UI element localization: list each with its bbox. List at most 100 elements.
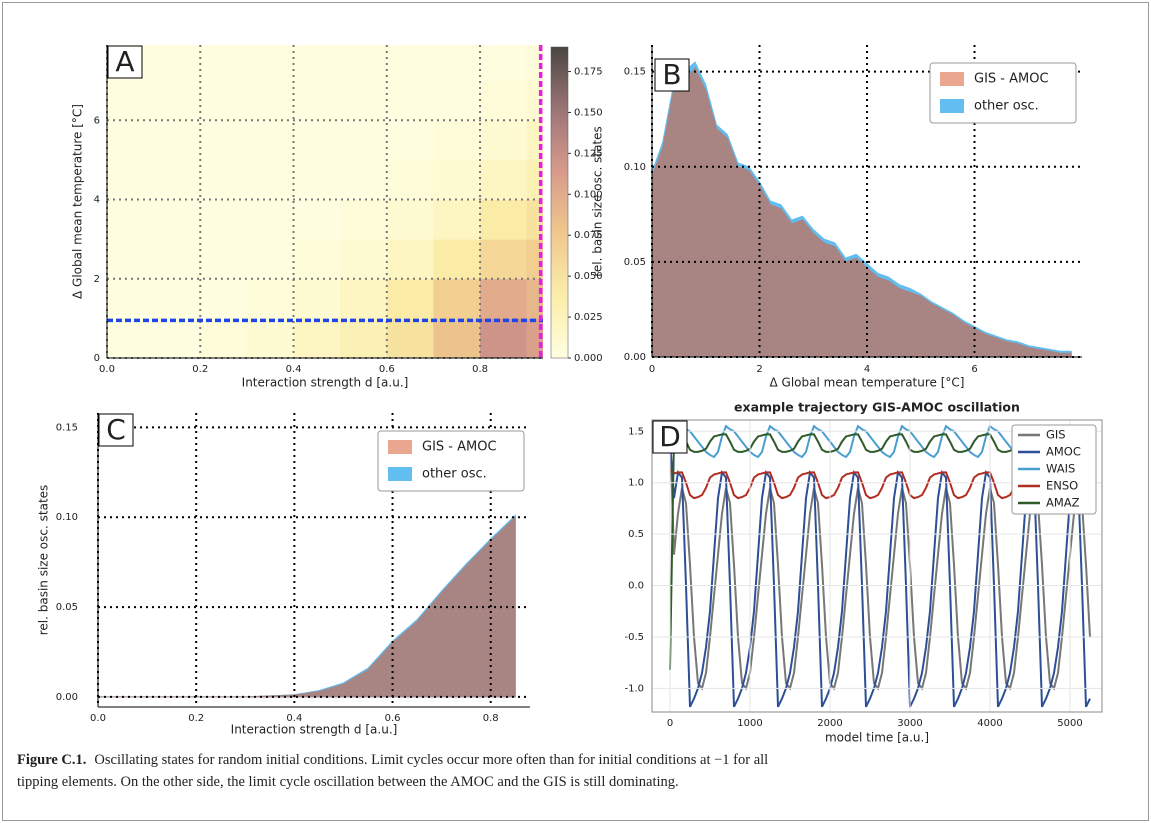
- x-tick-label: 0.0: [99, 364, 115, 375]
- y-tick-label: 2: [94, 274, 100, 285]
- heatmap-cell: [246, 159, 295, 201]
- panel-label-box: [107, 45, 143, 79]
- heatmap-cell: [340, 318, 388, 358]
- colorbar-tick-label: 0.000: [574, 353, 603, 364]
- legend-box: [377, 430, 525, 492]
- heatmap-cell: [293, 120, 341, 161]
- line: [669, 441, 1091, 708]
- colorbar-label: rel. basin size osc. states: [591, 126, 605, 277]
- legend-label: GIS - AMOC: [974, 72, 1049, 87]
- heatmap-cell: [200, 199, 248, 240]
- legend-label: other osc.: [422, 467, 487, 482]
- heatmap-cell: [340, 278, 388, 319]
- colorbar-tick-label: 0.125: [574, 148, 603, 159]
- heatmap-cell: [433, 278, 481, 319]
- legend-label: AMAZ: [1046, 496, 1080, 510]
- heatmap-cell: [480, 199, 528, 240]
- x-tick-label: 0.8: [472, 364, 488, 375]
- heatmap-cell: [107, 199, 155, 240]
- heatmap-cell: [200, 45, 248, 82]
- heatmap-cell: [293, 199, 341, 240]
- y-tick-label: 1.5: [628, 426, 644, 437]
- heatmap-cell: [340, 239, 388, 280]
- x-axis-label: Interaction strength d [a.u.]: [231, 723, 398, 737]
- y-tick-label: 0.15: [56, 422, 78, 433]
- heatmap-cell: [246, 199, 295, 240]
- legend-label: GIS - AMOC: [422, 440, 497, 455]
- legend-box: [929, 62, 1077, 124]
- x-tick-label: 4: [864, 364, 870, 375]
- y-tick-label: 0.10: [56, 512, 78, 523]
- heatmap-cell: [200, 239, 248, 280]
- colorbar-tick-label: 0.100: [574, 189, 603, 200]
- heatmap-cell: [246, 45, 295, 82]
- heatmap-cell: [480, 120, 528, 161]
- legend-label: GIS: [1046, 428, 1066, 442]
- heatmap-cell: [340, 120, 388, 161]
- heatmap-cell: [107, 120, 155, 161]
- caption-text: Oscillating states for random initial co…: [94, 752, 768, 768]
- y-tick-label: 0.00: [624, 352, 646, 363]
- y-tick-label: 4: [94, 195, 100, 206]
- colorbar-tick-label: 0.175: [574, 67, 603, 78]
- caption-line: Figure C.1. Oscillating states for random…: [17, 752, 768, 768]
- x-tick-label: 0.2: [192, 364, 208, 375]
- heatmap-cell: [386, 159, 434, 201]
- y-tick-label: 0.05: [624, 257, 646, 268]
- heatmap-cell: [386, 120, 434, 161]
- x-tick-label: 0.0: [90, 713, 106, 724]
- panel-label: B: [662, 58, 681, 91]
- x-axis-label: Interaction strength d [a.u.]: [242, 376, 409, 390]
- heatmap-cell: [433, 159, 481, 201]
- heatmap-cell: [153, 199, 201, 240]
- heatmap-cell: [340, 80, 388, 121]
- heatmap-cell: [480, 80, 528, 121]
- legend-label: AMOC: [1046, 445, 1081, 459]
- colorbar: [550, 46, 569, 359]
- panel-label: D: [659, 420, 681, 453]
- x-tick-label: 0: [667, 718, 673, 729]
- y-tick-label: 0.00: [56, 692, 78, 703]
- y-tick-label: 0.15: [624, 67, 646, 78]
- y-tick-label: -1.0: [624, 683, 644, 694]
- heatmap-cell: [107, 239, 155, 280]
- y-tick-label: 1.0: [628, 478, 644, 489]
- x-tick-label: 0.4: [286, 364, 302, 375]
- panel-label-box: [652, 420, 688, 454]
- heatmap-cell: [480, 45, 528, 82]
- heatmap-cell: [246, 278, 295, 319]
- panel-label-box: [98, 413, 134, 447]
- x-axis-label: Δ Global mean temperature [°C]: [770, 376, 965, 390]
- heatmap-cell: [200, 278, 248, 319]
- x-tick-label: 5000: [1057, 718, 1082, 729]
- colorbar-tick-label: 0.025: [574, 312, 603, 323]
- heatmap-cell: [386, 318, 434, 358]
- panel-label-box: [654, 58, 690, 92]
- heatmap-cell: [340, 45, 388, 82]
- heatmap-cell: [480, 159, 528, 201]
- heatmap-cell: [480, 239, 528, 280]
- x-tick-label: 4000: [977, 718, 1002, 729]
- heatmap-cell: [480, 278, 528, 319]
- y-tick-label: 0.0: [628, 581, 644, 592]
- heatmap-cell: [433, 239, 481, 280]
- heatmap-cell: [386, 199, 434, 240]
- x-tick-label: 1000: [737, 718, 762, 729]
- legend-box: [1011, 424, 1097, 515]
- heatmap-cell: [293, 239, 341, 280]
- heatmap-cell: [293, 159, 341, 201]
- y-tick-label: 0.5: [628, 529, 644, 540]
- heatmap-cell: [153, 120, 201, 161]
- x-axis-label: model time [a.u.]: [825, 731, 929, 745]
- y-tick-label: -0.5: [624, 632, 644, 643]
- heatmap-cell: [526, 239, 543, 280]
- heatmap-cell: [293, 45, 341, 82]
- chart-title: example trajectory GIS-AMOC oscillation: [734, 400, 1020, 415]
- caption-text: tipping elements. On the other side, the…: [17, 774, 679, 790]
- heatmap-cell: [200, 80, 248, 121]
- legend-label: other osc.: [974, 99, 1039, 114]
- heatmap-cell: [433, 120, 481, 161]
